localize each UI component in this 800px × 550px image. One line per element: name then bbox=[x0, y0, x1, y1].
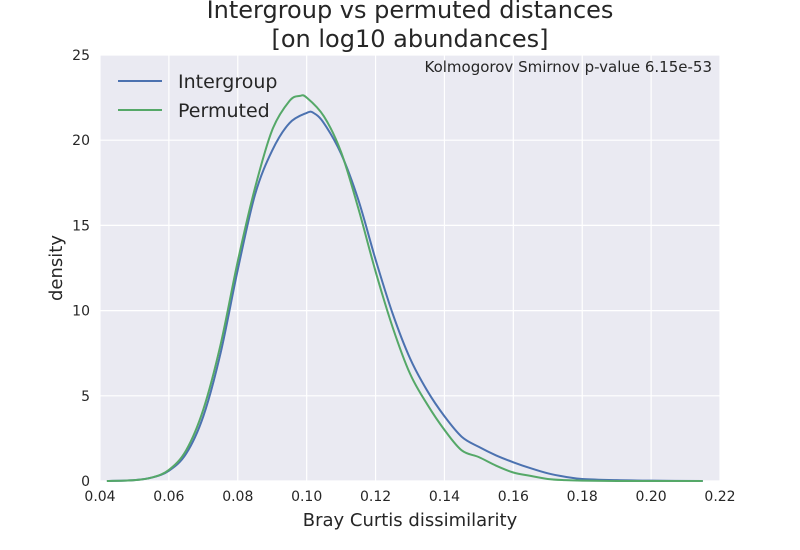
series-line-intergroup bbox=[106, 110, 703, 482]
x-tick-label: 0.18 bbox=[567, 489, 598, 505]
y-tick-label: 0 bbox=[81, 474, 90, 490]
x-tick-labels: 0.04 0.06 0.08 0.10 0.12 0.14 0.16 0.18 0.20 0.22 bbox=[84, 489, 735, 505]
x-tick-label: 0.12 bbox=[360, 489, 391, 505]
x-tick-label: 0.14 bbox=[429, 489, 460, 505]
x-tick-label: 0.10 bbox=[291, 489, 322, 505]
x-axis-label: Bray Curtis dissimilarity bbox=[303, 510, 518, 531]
x-tick-label: 0.04 bbox=[84, 489, 115, 505]
y-tick-label: 25 bbox=[72, 48, 90, 64]
x-tick-label: 0.08 bbox=[222, 489, 253, 505]
y-tick-labels: 0 5 10 15 20 25 bbox=[72, 48, 90, 490]
y-axis-label: density bbox=[46, 235, 67, 301]
series-line-permuted bbox=[106, 94, 703, 483]
chart-title-line-2: [on log10 abundances] bbox=[272, 25, 549, 53]
legend-label-intergroup: Intergroup bbox=[178, 71, 277, 93]
series-lines bbox=[106, 94, 703, 483]
y-tick-label: 15 bbox=[72, 218, 90, 234]
y-tick-label: 20 bbox=[72, 133, 90, 149]
x-tick-label: 0.20 bbox=[636, 489, 667, 505]
x-tick-label: 0.22 bbox=[704, 489, 735, 505]
chart-title-line-1: Intergroup vs permuted distances bbox=[207, 0, 614, 24]
x-tick-label: 0.06 bbox=[153, 489, 184, 505]
y-tick-label: 5 bbox=[81, 389, 90, 405]
legend-label-permuted: Permuted bbox=[178, 100, 270, 122]
y-tick-label: 10 bbox=[72, 304, 90, 320]
x-tick-label: 0.16 bbox=[498, 489, 529, 505]
ks-pvalue-annotation: Kolmogorov Smirnov p-value 6.15e-53 bbox=[424, 58, 712, 76]
legend: Intergroup Permuted bbox=[118, 71, 277, 122]
